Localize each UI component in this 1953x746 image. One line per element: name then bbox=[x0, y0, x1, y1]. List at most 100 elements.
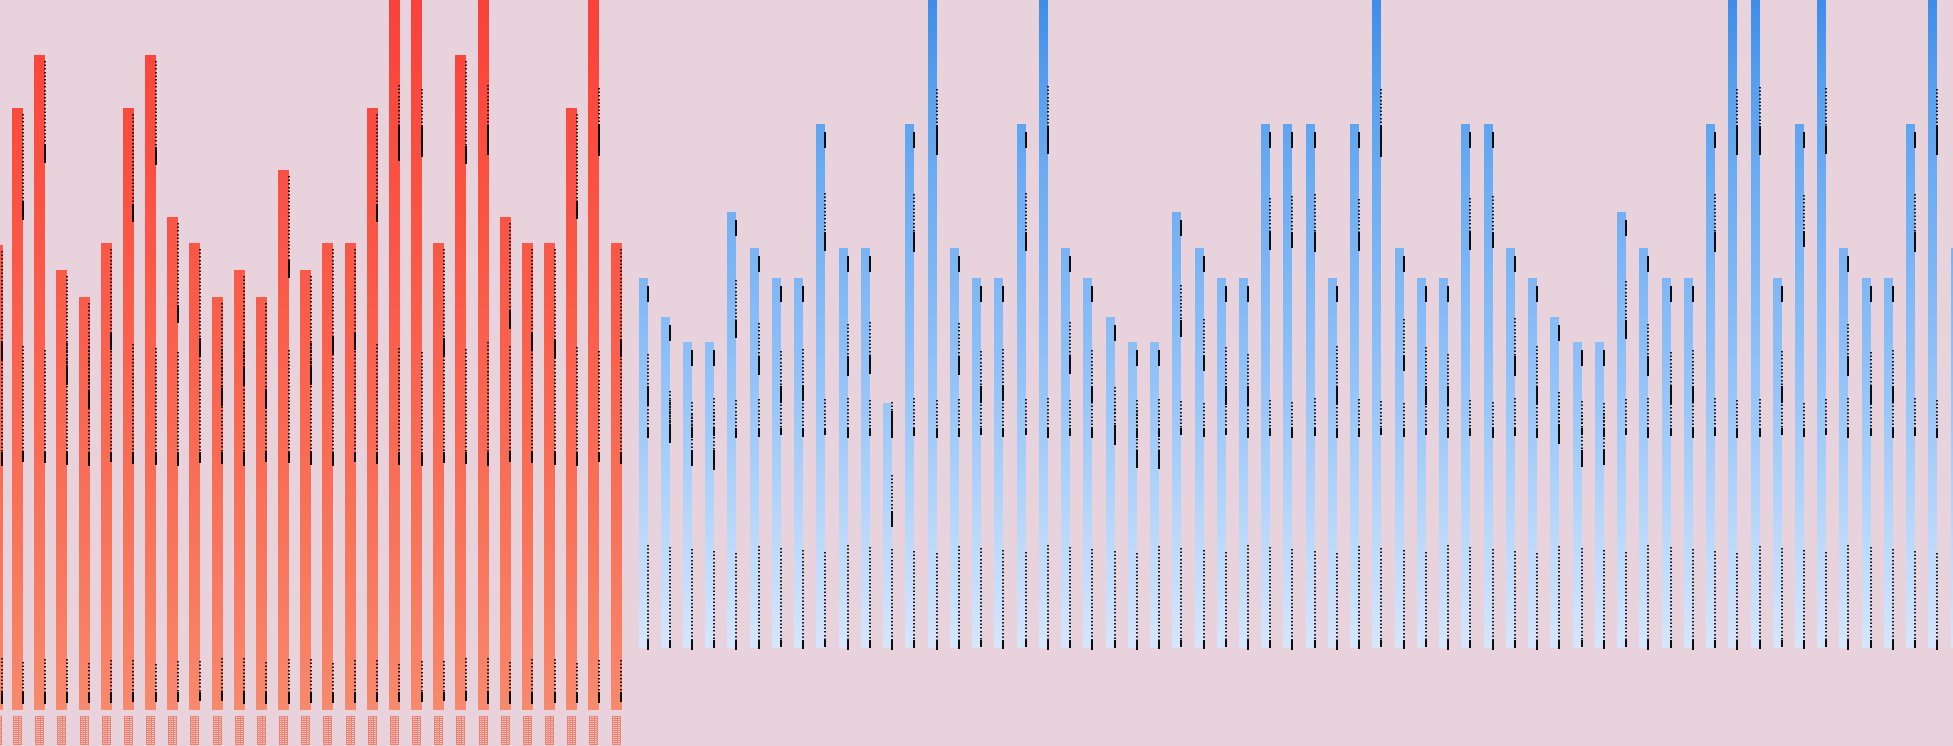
bar-gradient-fill bbox=[1572, 342, 1582, 648]
bar-top-value-label bbox=[1091, 350, 1094, 386]
bar-top-value-label bbox=[21, 114, 24, 202]
baseline-band-label bbox=[1936, 553, 1939, 640]
red-bar bbox=[544, 243, 556, 710]
bar-gradient-fill bbox=[749, 248, 759, 648]
bar-top-value-label bbox=[1424, 286, 1427, 302]
bar-top-value-label bbox=[1847, 256, 1850, 272]
baseline-band-label bbox=[198, 661, 201, 692]
bar-top-value-label bbox=[1847, 356, 1850, 376]
bar-top-value-label bbox=[487, 125, 490, 155]
mid-band-label bbox=[132, 452, 135, 464]
bar-top-value-label bbox=[690, 450, 693, 466]
bar-top-value-label bbox=[957, 256, 960, 272]
bar-top-value-label bbox=[957, 323, 960, 356]
bar-top-value-label bbox=[110, 332, 113, 350]
baseline-band-label bbox=[1447, 545, 1450, 640]
bar-top-value-label bbox=[891, 511, 894, 527]
baseline-band-label bbox=[309, 659, 312, 692]
bar-gradient-fill bbox=[838, 248, 848, 648]
bar-top-value-label bbox=[1313, 194, 1316, 232]
mid-band-label bbox=[110, 452, 113, 462]
baseline-band-label bbox=[1736, 640, 1739, 650]
blue-bar bbox=[638, 278, 648, 648]
mid-band-label bbox=[1513, 398, 1516, 428]
blue-bar bbox=[1794, 124, 1804, 648]
bar-top-value-label bbox=[1335, 346, 1338, 386]
bar-top-value-label bbox=[1402, 256, 1405, 272]
baseline-band-label bbox=[802, 550, 805, 640]
x-tick-label bbox=[212, 716, 222, 745]
blue-bar bbox=[1883, 278, 1893, 648]
mid-band-label bbox=[824, 428, 827, 435]
bar-gradient-fill bbox=[1883, 278, 1893, 648]
baseline-band-label bbox=[868, 547, 871, 640]
baseline-band-label bbox=[690, 549, 693, 640]
bar-top-value-label bbox=[1402, 319, 1405, 356]
mid-band-label bbox=[1135, 400, 1138, 428]
bar-gradient-fill bbox=[1505, 248, 1515, 648]
mid-band-label bbox=[309, 452, 312, 465]
mid-band-label bbox=[1069, 428, 1072, 436]
blue-bar bbox=[1594, 342, 1604, 648]
bar-top-value-label bbox=[597, 125, 600, 156]
mid-band-label bbox=[1313, 398, 1316, 428]
mid-band-label bbox=[1046, 428, 1049, 438]
blue-bar bbox=[1461, 124, 1471, 648]
mid-band-label bbox=[464, 452, 467, 464]
baseline-band-label bbox=[1158, 546, 1161, 640]
bar-top-value-label bbox=[913, 232, 916, 252]
bar-top-value-label bbox=[1825, 126, 1828, 154]
bar-top-value-label bbox=[779, 286, 782, 302]
bar-gradient-fill bbox=[211, 297, 223, 710]
mid-band-label bbox=[1691, 428, 1694, 438]
baseline-band-label bbox=[891, 549, 894, 640]
bar-gradient-fill bbox=[100, 243, 112, 710]
bar-top-value-label bbox=[1380, 89, 1383, 126]
bar-top-value-label bbox=[154, 147, 157, 165]
baseline-band-label bbox=[846, 545, 849, 640]
baseline-band-label bbox=[65, 692, 68, 703]
baseline-band-label bbox=[597, 692, 600, 703]
bar-top-value-label bbox=[243, 276, 246, 368]
baseline-band-label bbox=[442, 661, 445, 692]
mid-band-label bbox=[221, 349, 224, 452]
mid-band-label bbox=[1736, 428, 1739, 438]
mid-band-label bbox=[1180, 401, 1183, 428]
bar-top-value-label bbox=[1046, 126, 1049, 154]
baseline-band-label bbox=[1135, 640, 1138, 650]
x-tick-label bbox=[345, 716, 355, 745]
blue-bar bbox=[994, 278, 1004, 648]
bar-gradient-fill bbox=[1483, 124, 1493, 648]
mid-band-label bbox=[43, 452, 46, 463]
mid-band-label bbox=[1891, 402, 1894, 428]
blue-bar bbox=[749, 248, 759, 648]
bar-top-value-label bbox=[1246, 386, 1249, 406]
bar-top-value-label bbox=[868, 356, 871, 374]
red-bar bbox=[122, 108, 134, 710]
x-tick-label bbox=[412, 716, 422, 745]
blue-bar bbox=[1216, 278, 1226, 648]
bar-gradient-fill bbox=[905, 124, 915, 648]
baseline-band-label bbox=[1402, 640, 1405, 649]
bar-gradient-fill bbox=[660, 317, 670, 648]
bar-top-value-label bbox=[575, 201, 578, 219]
bar-top-value-label bbox=[221, 303, 224, 388]
bar-gradient-fill bbox=[994, 278, 1004, 648]
bar-top-value-label bbox=[1202, 256, 1205, 272]
bar-top-value-label bbox=[1469, 232, 1472, 250]
baseline-band-label bbox=[1691, 549, 1694, 640]
bar-gradient-fill bbox=[300, 270, 312, 710]
mid-band-label bbox=[221, 452, 224, 464]
bar-top-value-label bbox=[846, 356, 849, 376]
red-bar bbox=[344, 243, 356, 710]
mid-band-label bbox=[531, 452, 534, 463]
bar-top-value-label bbox=[176, 223, 179, 305]
bar-top-value-label bbox=[1780, 351, 1783, 386]
bar-gradient-fill bbox=[1617, 212, 1627, 648]
bar-gradient-fill bbox=[1639, 248, 1649, 648]
x-tick-label bbox=[589, 716, 599, 745]
baseline-band-label bbox=[646, 640, 649, 650]
x-tick-label bbox=[146, 716, 156, 745]
mid-band-label bbox=[553, 452, 556, 465]
bar-gradient-fill bbox=[1216, 278, 1226, 648]
